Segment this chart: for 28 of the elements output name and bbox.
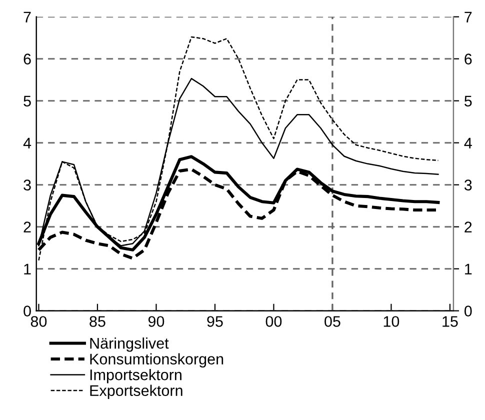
y-tick-label: 2 bbox=[24, 222, 31, 232]
legend-label: Konsumtionskorgen bbox=[90, 353, 224, 368]
y2-tick-label: 7 bbox=[464, 12, 472, 22]
y2-tick-label: 4 bbox=[464, 138, 472, 148]
y2-tick-label: 6 bbox=[464, 54, 472, 64]
y2-tick-label: 3 bbox=[464, 180, 472, 190]
x-tick-label: 05 bbox=[324, 316, 340, 327]
y-tick-label: 1 bbox=[24, 264, 31, 274]
x-tick-label: 85 bbox=[90, 316, 106, 327]
x-tick-label: 00 bbox=[266, 316, 282, 327]
legend-label: Näringslivet bbox=[90, 337, 169, 352]
x-tick-label: 80 bbox=[30, 316, 47, 327]
legend-label: Importsektorn bbox=[90, 369, 182, 384]
y-tick-label: 4 bbox=[23, 138, 32, 148]
x-tick-label: 90 bbox=[148, 316, 164, 327]
y2-tick-label: 2 bbox=[464, 222, 472, 232]
y-tick-label: 7 bbox=[24, 12, 31, 22]
x-tick-label: 10 bbox=[384, 316, 400, 327]
y-tick-label: 6 bbox=[24, 54, 31, 64]
x-tick-label: 95 bbox=[207, 316, 223, 327]
y2-tick-label: 5 bbox=[464, 96, 472, 106]
legend-label: Exportsektorn bbox=[90, 384, 182, 400]
y-tick-label: 5 bbox=[24, 96, 31, 106]
y-tick-label: 0 bbox=[24, 306, 31, 316]
y2-tick-label: 1 bbox=[465, 264, 472, 274]
x-tick-label: 15 bbox=[442, 316, 458, 327]
y2-tick-label: 0 bbox=[464, 306, 472, 316]
y-tick-label: 3 bbox=[24, 180, 31, 190]
